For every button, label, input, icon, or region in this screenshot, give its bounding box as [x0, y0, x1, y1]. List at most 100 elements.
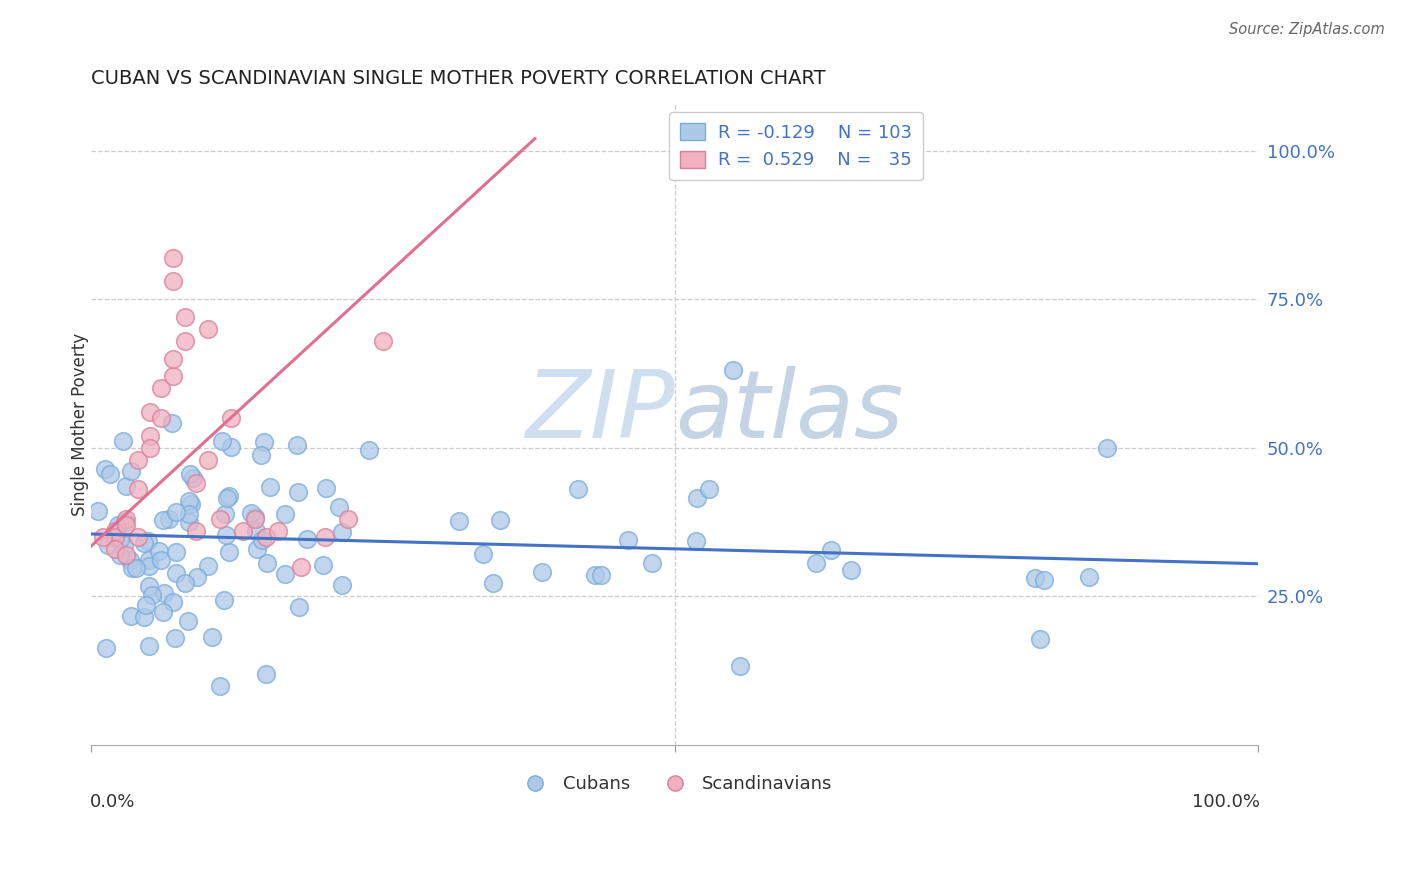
Legend: Cubans, Scandinavians: Cubans, Scandinavians: [510, 768, 839, 800]
Point: [97, 538, 120, 552]
Point: [288, 600, 311, 615]
Point: [138, 429, 160, 443]
Point: [118, 553, 141, 567]
Point: [153, 586, 176, 600]
Point: [471, 547, 494, 561]
Point: [254, 666, 277, 681]
Point: [152, 605, 174, 619]
Point: [685, 533, 707, 548]
Point: [314, 530, 336, 544]
Point: [120, 609, 142, 624]
Point: [162, 369, 184, 384]
Point: [132, 610, 155, 624]
Point: [100, 467, 122, 481]
Point: [330, 524, 353, 539]
Point: [114, 479, 136, 493]
Point: [108, 548, 131, 562]
Point: [246, 542, 269, 557]
Point: [641, 556, 664, 570]
Point: [136, 533, 159, 548]
Point: [162, 274, 184, 288]
Point: [482, 576, 505, 591]
Point: [371, 334, 394, 348]
Text: atlas: atlas: [675, 366, 903, 457]
Point: [214, 507, 236, 521]
Point: [820, 542, 842, 557]
Point: [274, 567, 297, 582]
Text: Source: ZipAtlas.com: Source: ZipAtlas.com: [1229, 22, 1385, 37]
Point: [127, 452, 149, 467]
Point: [165, 505, 187, 519]
Point: [162, 351, 184, 366]
Point: [138, 405, 160, 419]
Point: [94, 461, 117, 475]
Point: [311, 558, 333, 573]
Point: [337, 512, 360, 526]
Point: [232, 524, 254, 538]
Point: [1028, 632, 1050, 647]
Point: [186, 476, 208, 491]
Point: [211, 434, 233, 449]
Point: [104, 524, 127, 538]
Point: [138, 639, 160, 653]
Point: [252, 533, 274, 547]
Point: [287, 485, 309, 500]
Point: [290, 559, 312, 574]
Point: [357, 443, 380, 458]
Point: [197, 452, 219, 467]
Point: [120, 464, 142, 478]
Point: [197, 559, 219, 574]
Point: [104, 541, 127, 556]
Point: [138, 553, 160, 567]
Point: [201, 630, 224, 644]
Text: 0.0%: 0.0%: [90, 793, 135, 811]
Point: [114, 515, 136, 529]
Point: [221, 411, 243, 425]
Point: [138, 441, 160, 455]
Point: [259, 480, 281, 494]
Point: [197, 322, 219, 336]
Point: [173, 334, 195, 348]
Point: [141, 589, 163, 603]
Point: [179, 508, 201, 522]
Point: [162, 594, 184, 608]
Point: [127, 483, 149, 497]
Text: 100.0%: 100.0%: [1192, 793, 1260, 811]
Point: [165, 566, 187, 581]
Point: [165, 631, 187, 645]
Point: [152, 513, 174, 527]
Point: [215, 528, 238, 542]
Point: [107, 518, 129, 533]
Point: [330, 578, 353, 592]
Point: [250, 448, 273, 462]
Point: [104, 530, 127, 544]
Point: [583, 567, 606, 582]
Point: [183, 471, 205, 485]
Point: [121, 561, 143, 575]
Point: [127, 530, 149, 544]
Point: [219, 441, 242, 455]
Point: [267, 524, 290, 538]
Point: [157, 511, 180, 525]
Point: [839, 563, 862, 577]
Point: [215, 491, 238, 505]
Point: [218, 489, 240, 503]
Point: [125, 561, 148, 575]
Point: [150, 381, 173, 395]
Point: [179, 467, 201, 481]
Point: [150, 411, 173, 425]
Point: [804, 557, 827, 571]
Point: [1095, 441, 1118, 455]
Point: [173, 310, 195, 324]
Point: [115, 548, 138, 562]
Point: [1033, 574, 1056, 588]
Point: [274, 508, 297, 522]
Point: [138, 558, 160, 573]
Point: [328, 500, 350, 514]
Point: [243, 509, 266, 524]
Point: [218, 545, 240, 559]
Point: [115, 512, 138, 526]
Point: [254, 530, 277, 544]
Point: [256, 556, 278, 570]
Point: [567, 482, 589, 496]
